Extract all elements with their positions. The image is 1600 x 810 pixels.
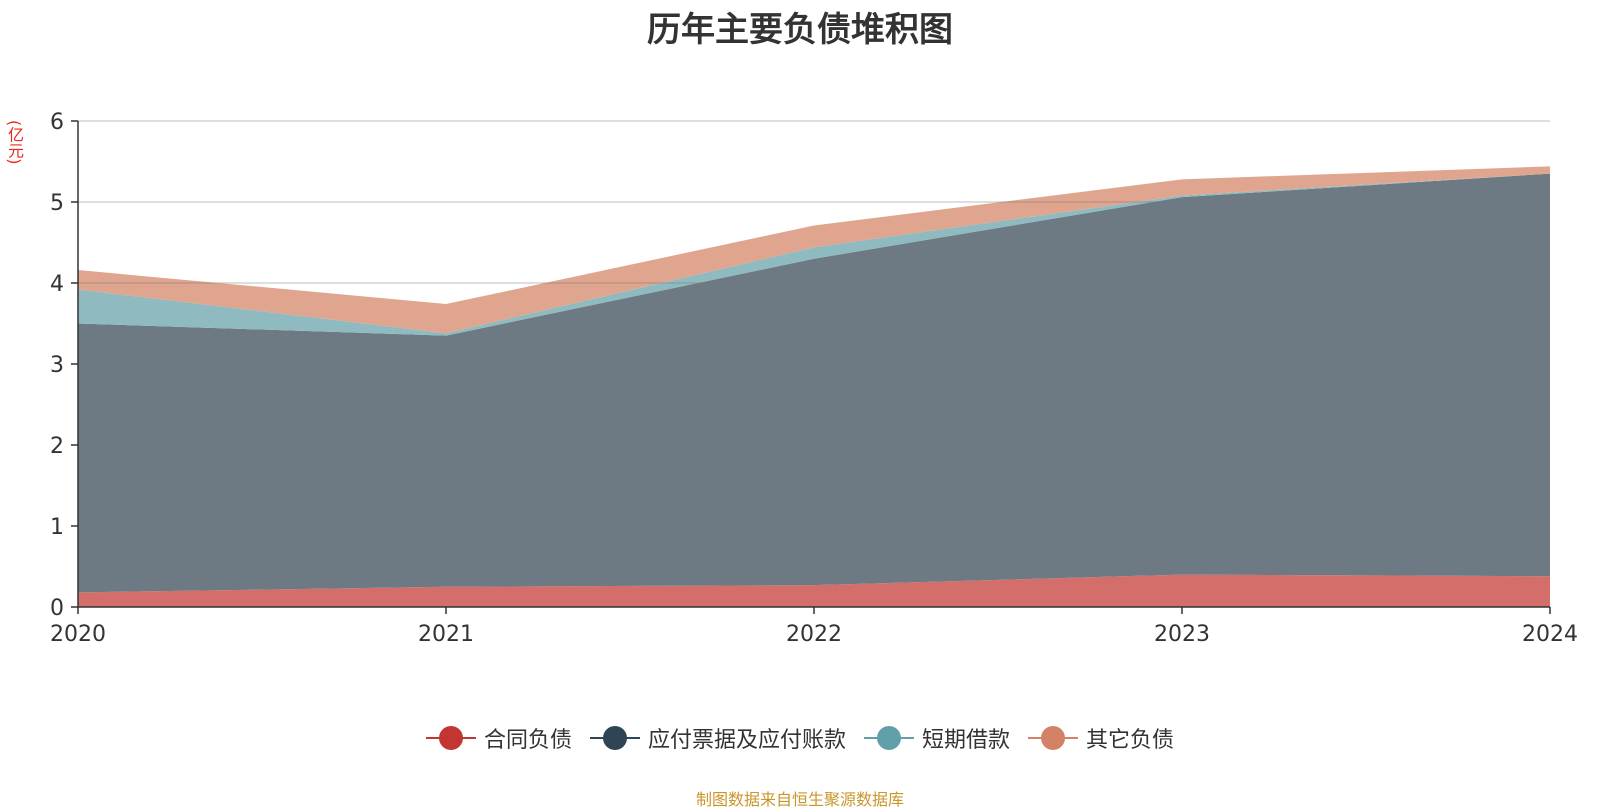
area-series-2 — [78, 173, 1550, 593]
legend-item-4[interactable]: 其它负债 — [1028, 722, 1174, 754]
x-tick-label-3: 2023 — [1154, 622, 1210, 647]
x-tick-label-4: 2024 — [1522, 622, 1578, 647]
area-series-3 — [78, 173, 1550, 336]
y-axis-unit-label: (亿元) — [5, 120, 24, 165]
y-tick-label-0: 0 — [50, 596, 64, 621]
source-note: 制图数据来自恒生聚源数据库 — [695, 790, 904, 809]
y-tick-label-2: 2 — [50, 434, 64, 459]
area-series-1 — [78, 574, 1550, 607]
y-tick-label-4: 4 — [50, 272, 64, 297]
legend-item-1[interactable]: 合同负债 — [425, 722, 572, 754]
legend-marker-icon — [864, 725, 914, 751]
chart-title: 历年主要负债堆积图 — [647, 10, 953, 50]
y-tick-label-1: 1 — [50, 515, 64, 540]
legend-label: 其它负债 — [1086, 728, 1175, 753]
chart-legend: 合同负债 应付票据及应付账款 短期借款 其它负债 — [0, 722, 1600, 754]
x-tick-label-2: 2022 — [786, 622, 842, 647]
legend-marker-icon — [1028, 725, 1079, 751]
legend-marker-icon — [425, 725, 476, 751]
legend-label: 合同负债 — [483, 728, 572, 753]
legend-label: 短期借款 — [922, 728, 1011, 753]
y-tick-label-5: 5 — [50, 191, 64, 216]
y-tick-label-3: 3 — [50, 353, 64, 378]
legend-marker-icon — [589, 725, 640, 751]
legend-item-2[interactable]: 应付票据及应付账款 — [589, 722, 846, 754]
x-tick-label-1: 2021 — [418, 622, 474, 647]
legend-item-3[interactable]: 短期借款 — [864, 722, 1010, 754]
y-tick-label-6: 6 — [50, 110, 64, 135]
legend-label: 应付票据及应付账款 — [647, 728, 846, 753]
x-tick-label-0: 2020 — [50, 622, 106, 647]
